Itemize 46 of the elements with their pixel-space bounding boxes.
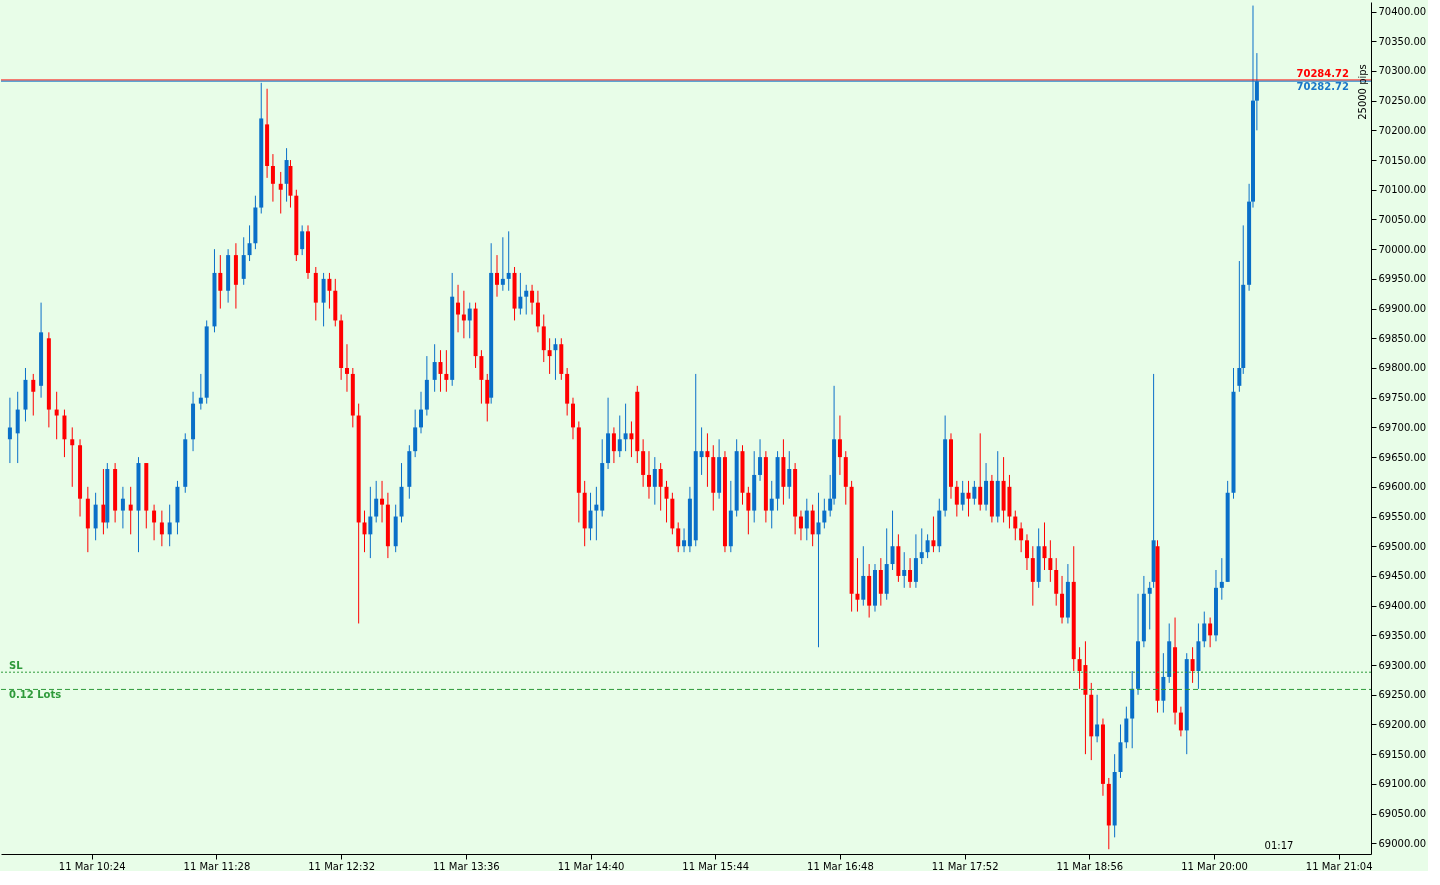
y-tick-label: 69000.00 [1378,837,1427,849]
x-tick-label: 11 Mar 10:24 [58,860,126,872]
x-tick-label: 11 Mar 15:44 [682,860,750,872]
ref-line-label: 70282.72 [1296,81,1350,93]
y-tick-label: 69600.00 [1378,481,1427,493]
x-tick-label: 11 Mar 16:48 [807,860,874,872]
y-tick-label: 69950.00 [1378,273,1427,285]
y-tick-label: 70300.00 [1378,65,1427,77]
x-tick-label: 11 Mar 17:52 [931,860,999,872]
x-tick-label: 11 Mar 12:32 [308,860,376,872]
y-tick-label: 69550.00 [1378,511,1427,523]
y-tick-label: 70000.00 [1378,243,1427,255]
y-tick-label: 69850.00 [1378,332,1427,344]
x-tick-label: 11 Mar 20:00 [1181,860,1248,872]
ref-line-label: 70284.72 [1296,68,1350,79]
y-tick-label: 69350.00 [1378,629,1427,641]
y-tick-label: 70100.00 [1378,184,1427,196]
y-tick-label: 69150.00 [1378,748,1427,760]
y-tick-label: 69700.00 [1378,421,1427,433]
y-tick-label: 69250.00 [1378,689,1427,701]
x-tick-label: 11 Mar 11:28 [183,860,251,872]
y-tick-label: 69900.00 [1378,303,1427,315]
y-tick-label: 70200.00 [1378,124,1427,136]
y-tick-label: 69650.00 [1378,451,1427,463]
y-tick-label: 69750.00 [1378,392,1427,404]
y-tick-label: 69450.00 [1378,570,1427,582]
y-tick-label: 69050.00 [1378,808,1427,820]
x-tick-label: 11 Mar 14:40 [557,860,625,872]
y-tick-label: 69300.00 [1378,659,1427,671]
ref-line-label: 0.12 Lots [9,689,62,701]
y-tick-label: 69800.00 [1378,362,1427,374]
ref-line-label: SL [9,660,24,672]
y-tick-label: 69400.00 [1378,600,1427,612]
annotation: 25000 pips [1357,64,1368,120]
y-tick-label: 69200.00 [1378,718,1427,730]
y-tick-label: 70050.00 [1378,213,1427,225]
y-tick-label: 70250.00 [1378,95,1427,107]
y-tick-label: 70150.00 [1378,154,1427,166]
x-tick-label: 11 Mar 18:56 [1056,860,1124,872]
y-tick-label: 69100.00 [1378,778,1427,790]
x-tick-label: 11 Mar 13:36 [432,860,500,872]
y-tick-label: 70350.00 [1378,35,1427,47]
y-tick-label: 69500.00 [1378,540,1427,552]
annotation: 01:17 [1264,840,1294,851]
y-tick-label: 70400.00 [1378,6,1427,18]
x-tick-label: 11 Mar 21:04 [1305,860,1373,872]
